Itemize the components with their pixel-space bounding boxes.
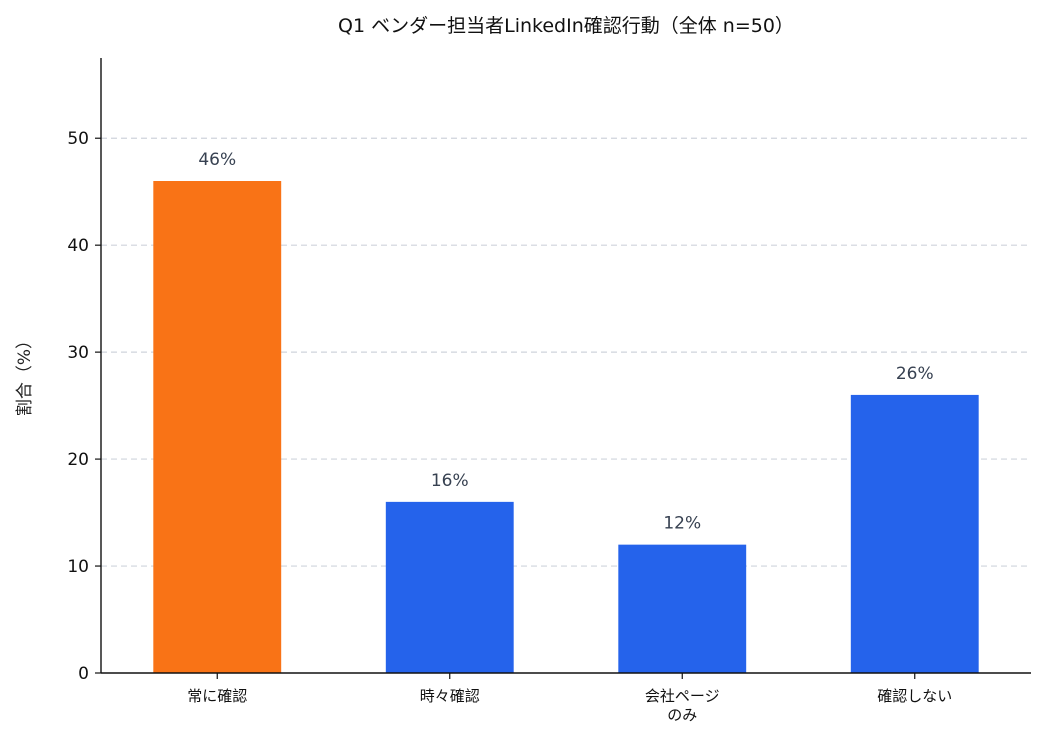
x-tick-label: 時々確認 <box>420 687 480 705</box>
y-tick-label: 20 <box>67 450 89 470</box>
chart-title: Q1 ベンダー担当者LinkedIn確認行動（全体 n=50） <box>338 15 794 37</box>
y-tick-label: 30 <box>67 343 89 363</box>
x-tick-label: 常に確認 <box>187 687 247 705</box>
x-tick-label: 会社ページ <box>645 687 720 705</box>
data-label: 46% <box>198 150 236 170</box>
bar <box>850 394 979 673</box>
y-tick-label: 10 <box>67 557 89 577</box>
y-tick-label: 40 <box>67 236 89 256</box>
bar <box>618 544 747 673</box>
data-labels: 46% 16% 12% 26% <box>198 150 933 534</box>
data-label: 16% <box>431 471 469 491</box>
axes <box>100 58 1031 674</box>
x-tick-label: 確認しない <box>877 687 952 705</box>
bars <box>153 181 979 673</box>
y-tick-label: 0 <box>78 664 89 684</box>
x-tick-label: のみ <box>667 706 697 724</box>
data-label: 12% <box>663 514 701 534</box>
y-axis-label: 割合（%） <box>15 332 35 416</box>
bar <box>385 501 514 673</box>
bar <box>153 181 282 673</box>
y-ticks: 0 10 20 30 40 50 <box>67 129 101 684</box>
y-tick-label: 50 <box>67 129 89 149</box>
data-label: 26% <box>896 364 934 384</box>
